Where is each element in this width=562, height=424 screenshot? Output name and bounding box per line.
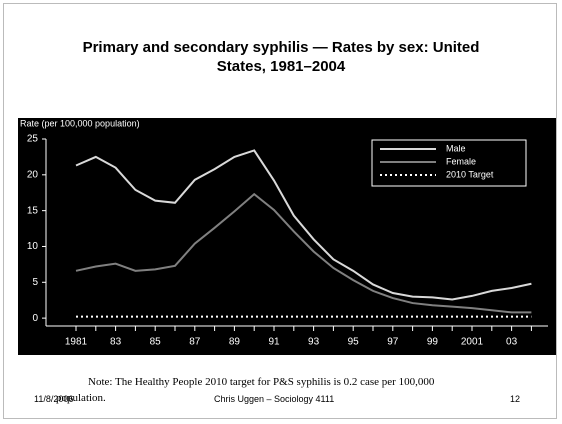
y-axis-label: Rate (per 100,000 population) [20,118,140,128]
y-tick-label: 20 [27,169,39,180]
y-tick-label: 15 [27,205,39,216]
y-tick-label: 25 [27,134,39,145]
x-tick-label: 2001 [461,337,484,348]
x-tick-label: 85 [150,337,162,348]
x-tick-label: 95 [348,337,360,348]
x-tick-label: 89 [229,337,241,348]
footer-page: 12 [510,394,521,404]
note-line: Note: The Healthy People 2010 target for… [88,376,435,388]
slide-frame [3,3,557,419]
x-tick-label: 03 [506,337,518,348]
legend-label: 2010 Target [446,169,494,179]
x-tick-label: 1981 [65,337,88,348]
x-tick-label: 93 [308,337,320,348]
footer-author: Chris Uggen – Sociology 4111 [214,394,335,404]
x-tick-label: 99 [427,337,439,348]
series-line [75,192,532,314]
x-tick-label: 97 [387,337,399,348]
legend-label: Female [446,156,476,166]
series-line [75,149,532,301]
footer-date: 11/8/2006 [34,394,74,404]
y-tick-label: 0 [32,313,38,324]
note-line: population. [56,392,106,404]
legend-box [371,139,527,187]
x-tick-label: 87 [189,337,201,348]
legend-label: Male [446,143,466,153]
x-tick-label: 83 [110,337,122,348]
chart-title: Primary and secondary syphilis — Rates b… [82,39,480,75]
y-tick-label: 10 [27,241,39,252]
y-tick-label: 5 [32,277,38,288]
x-tick-label: 91 [268,337,280,348]
